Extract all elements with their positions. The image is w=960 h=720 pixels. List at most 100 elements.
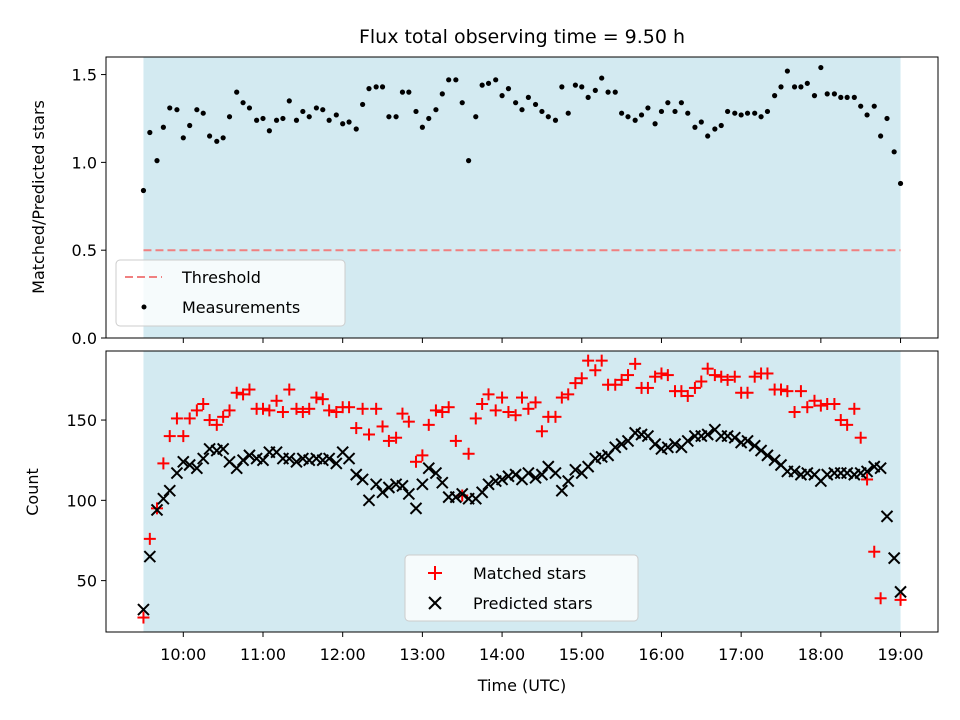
matched-star-point <box>263 404 276 417</box>
matched-star-point <box>442 401 455 414</box>
measurement-points <box>140 64 904 194</box>
matched-star-point <box>270 394 283 407</box>
bottom-y-tick-label: 150 <box>66 411 97 430</box>
measurement-point <box>572 82 578 88</box>
measurement-point <box>878 133 884 139</box>
matched-star-point <box>137 611 150 624</box>
predicted-star-point <box>369 478 383 491</box>
measurement-point <box>313 105 319 111</box>
measurement-point <box>585 94 591 100</box>
matched-star-point <box>230 386 243 399</box>
measurement-point <box>226 114 233 120</box>
matched-star-point <box>529 396 542 409</box>
matched-star-point <box>476 397 489 410</box>
predicted-star-point <box>456 487 469 501</box>
matched-star-point <box>496 391 509 404</box>
measurement-point <box>399 89 406 95</box>
measurement-point <box>366 86 372 92</box>
predicted-star-point <box>741 434 754 448</box>
top-y-tick-label: 1.0 <box>72 153 97 172</box>
measurement-point <box>214 138 220 144</box>
predicted-star-point <box>197 452 210 465</box>
measurement-point <box>493 77 499 83</box>
measurement-point <box>505 86 512 92</box>
measurement-point <box>824 91 830 97</box>
matched-star-point <box>655 367 668 380</box>
top-legend-box <box>115 259 346 327</box>
measurement-point <box>499 93 505 99</box>
measurement-point <box>346 119 352 125</box>
measurement-point <box>784 68 790 74</box>
matched-star-point <box>741 386 754 399</box>
predicted-star-point <box>569 463 582 477</box>
x-tick-label: 15:00 <box>559 645 605 664</box>
predicted-star-point <box>236 453 250 467</box>
matched-star-point <box>868 545 881 558</box>
predicted-star-point <box>449 490 463 504</box>
matched-star-point <box>675 385 688 398</box>
measurement-point <box>200 110 206 116</box>
measurement-point <box>293 117 300 123</box>
matched-star-point <box>808 394 821 407</box>
matched-star-point <box>688 381 701 394</box>
predicted-star-point <box>150 503 164 517</box>
measurement-point <box>732 110 738 116</box>
matched-star-point <box>469 412 482 425</box>
matched-star-point <box>621 369 634 382</box>
measurements-legend-icon <box>141 304 147 310</box>
predicted-star-point <box>549 466 562 480</box>
predicted-star-point <box>894 585 907 599</box>
x-tick-label: 18:00 <box>798 645 844 664</box>
bottom-y-tick-label: 50 <box>77 572 97 591</box>
predicted-star-point <box>874 462 887 475</box>
predicted-stars-points <box>137 423 907 616</box>
x-axis-label: Time (UTC) <box>477 676 566 695</box>
predicted-star-point <box>322 452 336 465</box>
bottom-y-axis-label: Count <box>23 468 42 516</box>
predicted-star-point <box>183 458 196 472</box>
matched-star-point <box>157 457 170 470</box>
matched-star-point <box>814 399 827 412</box>
matched-star-point <box>695 375 708 388</box>
predicted-star-point <box>821 468 834 481</box>
predicted-star-point <box>728 431 741 444</box>
predicted-star-point <box>190 462 204 475</box>
measurement-point <box>340 121 346 127</box>
measurement-point <box>234 89 240 95</box>
matched-star-point <box>629 357 642 370</box>
matched-star-point <box>350 422 363 435</box>
predicted-star-point <box>283 452 296 465</box>
measurement-point <box>632 117 638 123</box>
measurement-point <box>207 133 213 139</box>
predicted-star-point <box>761 449 774 462</box>
predicted-star-point <box>648 437 662 451</box>
measurement-point <box>645 105 651 111</box>
predicted-star-point <box>701 428 714 441</box>
predicted-star-point <box>529 471 542 485</box>
measurement-point <box>373 84 379 90</box>
matched-star-point <box>781 385 794 398</box>
top-y-tick-label: 0.5 <box>72 241 97 260</box>
predicted-star-point <box>350 468 363 481</box>
measurement-point <box>565 110 571 116</box>
matched-star-point <box>555 391 568 404</box>
measurement-point <box>479 82 485 88</box>
predicted-star-point <box>475 486 489 499</box>
measurement-point <box>180 135 186 141</box>
measurement-point <box>844 94 850 100</box>
bottom-legend-box <box>404 554 639 622</box>
predicted-star-point <box>509 468 522 481</box>
predicted-star-point <box>860 465 874 478</box>
matched-star-point <box>834 414 847 427</box>
matched-star-point <box>841 418 854 431</box>
matched-star-point <box>728 370 741 383</box>
measurement-point <box>744 110 751 116</box>
measurement-point <box>778 84 784 90</box>
measurement-point <box>433 107 439 113</box>
matched-star-point <box>290 402 303 415</box>
measurement-point <box>652 121 658 127</box>
measurement-point <box>579 84 585 90</box>
measurement-point <box>413 108 419 115</box>
measurement-point <box>692 124 698 130</box>
measurement-point <box>891 149 897 155</box>
